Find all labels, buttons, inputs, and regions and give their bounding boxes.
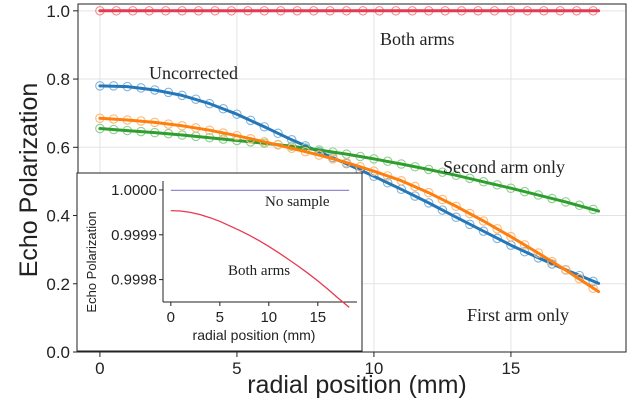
main-x-axis-label: radial position (mm) bbox=[247, 371, 467, 398]
inset-series bbox=[170, 189, 350, 308]
main-y-tick-label: 0.0 bbox=[46, 343, 70, 362]
data-point-first-arm-only bbox=[547, 256, 557, 267]
main-x-tick-label: 15 bbox=[501, 359, 520, 378]
data-point-uncorrected bbox=[451, 212, 461, 222]
main-series bbox=[95, 6, 601, 294]
data-point-first-arm-only bbox=[574, 273, 585, 284]
data-point-uncorrected bbox=[437, 205, 448, 215]
inset-annotation-both-arms: Both arms bbox=[228, 263, 290, 279]
series-line-first-arm-only bbox=[98, 116, 601, 294]
data-point-first-arm-only bbox=[451, 201, 461, 212]
data-point-first-arm-only bbox=[478, 216, 489, 226]
main-y-tick-label: 0.8 bbox=[46, 70, 70, 89]
series-line-second-arm-only bbox=[98, 127, 601, 213]
series-second-arm-only bbox=[95, 123, 601, 215]
data-point-first-arm-only bbox=[423, 187, 434, 198]
main-x-tick-label: 0 bbox=[95, 359, 104, 378]
data-point-uncorrected bbox=[465, 219, 475, 230]
inset-y-ticks: 1.0000 0.9999 0.9998 bbox=[111, 182, 163, 289]
annotation-first-arm-only: First arm only bbox=[467, 305, 569, 325]
data-point-first-arm-only bbox=[519, 240, 530, 250]
annotation-uncorrected: Uncorrected bbox=[149, 63, 238, 83]
data-point-uncorrected bbox=[232, 109, 242, 119]
inset-y-tick-label: 0.9998 bbox=[111, 272, 157, 289]
inset-y-axis-label: Echo Polarization bbox=[84, 211, 99, 312]
inset-x-tick-label: 0 bbox=[167, 309, 175, 326]
data-point-first-arm-only bbox=[465, 208, 475, 219]
data-point-uncorrected bbox=[382, 178, 393, 188]
inset-x-ticks: 0 5 10 15 bbox=[167, 302, 326, 326]
inset-x-tick-label: 5 bbox=[216, 309, 224, 326]
data-point-first-arm-only bbox=[492, 224, 502, 234]
data-point-uncorrected bbox=[410, 191, 420, 201]
data-point-uncorrected bbox=[245, 115, 256, 126]
data-point-uncorrected bbox=[492, 233, 502, 244]
main-y-tick-label: 1.0 bbox=[46, 2, 70, 21]
data-point-first-arm-only bbox=[533, 248, 544, 258]
inset-x-tick-label: 15 bbox=[309, 309, 326, 326]
main-y-tick-label: 0.4 bbox=[46, 207, 70, 226]
data-point-uncorrected bbox=[273, 128, 283, 139]
main-y-tick-label: 0.6 bbox=[46, 138, 70, 157]
series-both-arms bbox=[95, 6, 601, 16]
data-point-first-arm-only bbox=[560, 265, 571, 275]
data-point-uncorrected bbox=[478, 226, 489, 236]
main-y-axis-label: Echo Polarization bbox=[15, 83, 43, 278]
data-point-uncorrected bbox=[259, 122, 270, 132]
data-point-first-arm-only bbox=[437, 194, 448, 205]
data-point-uncorrected bbox=[423, 198, 434, 208]
inset-annotation-no-sample: No sample bbox=[265, 194, 330, 210]
inset-x-axis-label: radial position (mm) bbox=[193, 327, 316, 343]
main-x-tick-label: 5 bbox=[232, 359, 241, 378]
data-point-first-arm-only bbox=[588, 283, 598, 293]
annotation-second-arm-only: Second arm only bbox=[443, 157, 565, 177]
main-y-tick-label: 0.2 bbox=[46, 275, 70, 294]
inset-y-tick-label: 0.9999 bbox=[111, 227, 157, 244]
main-x-ticks: 0 5 10 15 bbox=[95, 352, 520, 378]
inset-background bbox=[76, 172, 363, 352]
inset-x-tick-label: 10 bbox=[260, 309, 277, 326]
inset-y-tick-label: 1.0000 bbox=[111, 182, 157, 199]
data-point-first-arm-only bbox=[506, 231, 516, 242]
data-point-uncorrected bbox=[519, 246, 530, 257]
main-y-ticks: 0.0 0.2 0.4 0.6 0.8 1.0 bbox=[46, 2, 78, 362]
main-x-tick-label: 10 bbox=[364, 359, 383, 378]
data-point-first-arm-only bbox=[410, 181, 420, 192]
series-first-arm-only bbox=[95, 113, 601, 294]
annotation-both-arms: Both arms bbox=[380, 29, 455, 49]
inset-series-line-both-arms bbox=[170, 209, 350, 308]
